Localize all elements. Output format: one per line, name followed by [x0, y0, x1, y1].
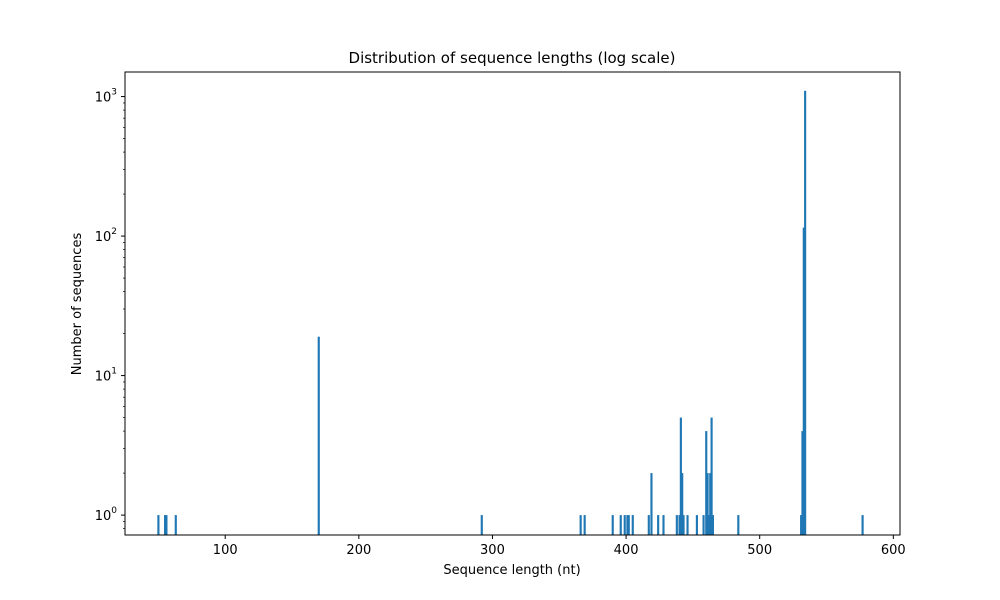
histogram-bar [480, 515, 483, 535]
histogram-bar [619, 515, 622, 535]
histogram-bar [164, 515, 167, 535]
plot-area [125, 72, 900, 535]
histogram-bar [623, 515, 626, 535]
histogram-bar [317, 336, 320, 535]
histogram-bar [157, 515, 160, 535]
x-tick-label: 600 [881, 543, 906, 558]
x-axis-ticks: 100 200 300 400 500 600 [213, 535, 906, 558]
histogram-bar [710, 417, 713, 535]
histogram-bar [709, 473, 712, 535]
histogram-bar [650, 473, 653, 535]
histogram-bar [695, 515, 698, 535]
y-tick-label: 103 [95, 88, 117, 106]
y-tick-label: 100 [95, 506, 118, 524]
histogram-bar [705, 431, 708, 535]
histogram-bar [657, 515, 660, 535]
histogram-bar [611, 515, 614, 535]
histogram-bar [804, 90, 807, 535]
chart-title: Distribution of sequence lengths (log sc… [349, 49, 676, 67]
histogram-bar [662, 515, 665, 535]
x-tick-label: 400 [614, 543, 639, 558]
histogram-bar [583, 515, 586, 535]
y-tick-label: 101 [95, 367, 117, 385]
histogram-bar [627, 515, 630, 535]
histogram-bar [686, 515, 689, 535]
histogram-bar [861, 515, 864, 535]
x-axis-label: Sequence length (nt) [443, 563, 580, 578]
y-axis-label: Number of sequences [70, 233, 85, 376]
histogram-bar [679, 417, 682, 535]
histogram-bar [675, 515, 678, 535]
histogram-bar [579, 515, 582, 535]
histogram-bar [711, 515, 714, 535]
histogram-bar [800, 515, 803, 535]
histogram-bar [678, 515, 681, 535]
histogram-bar [707, 515, 710, 535]
histogram-bar [702, 515, 705, 535]
histogram-bar [165, 515, 168, 535]
x-tick-label: 100 [213, 543, 238, 558]
x-tick-label: 200 [346, 543, 371, 558]
y-tick-label: 102 [95, 227, 117, 245]
histogram-bar [681, 473, 684, 535]
histogram-bar [174, 515, 177, 535]
histogram-bar [631, 515, 634, 535]
histogram-bar [682, 515, 685, 535]
x-tick-label: 300 [480, 543, 505, 558]
histogram-bar [647, 515, 650, 535]
x-tick-label: 500 [747, 543, 772, 558]
histogram-bar [737, 515, 740, 535]
histogram-bar [801, 431, 804, 535]
plot-frame [124, 71, 901, 536]
histogram-bar [802, 227, 805, 536]
histogram-bar [626, 515, 629, 535]
bar-group [157, 90, 864, 536]
y-axis-ticks: 100 101 102 103 [95, 88, 125, 529]
histogram-bar [706, 473, 709, 535]
